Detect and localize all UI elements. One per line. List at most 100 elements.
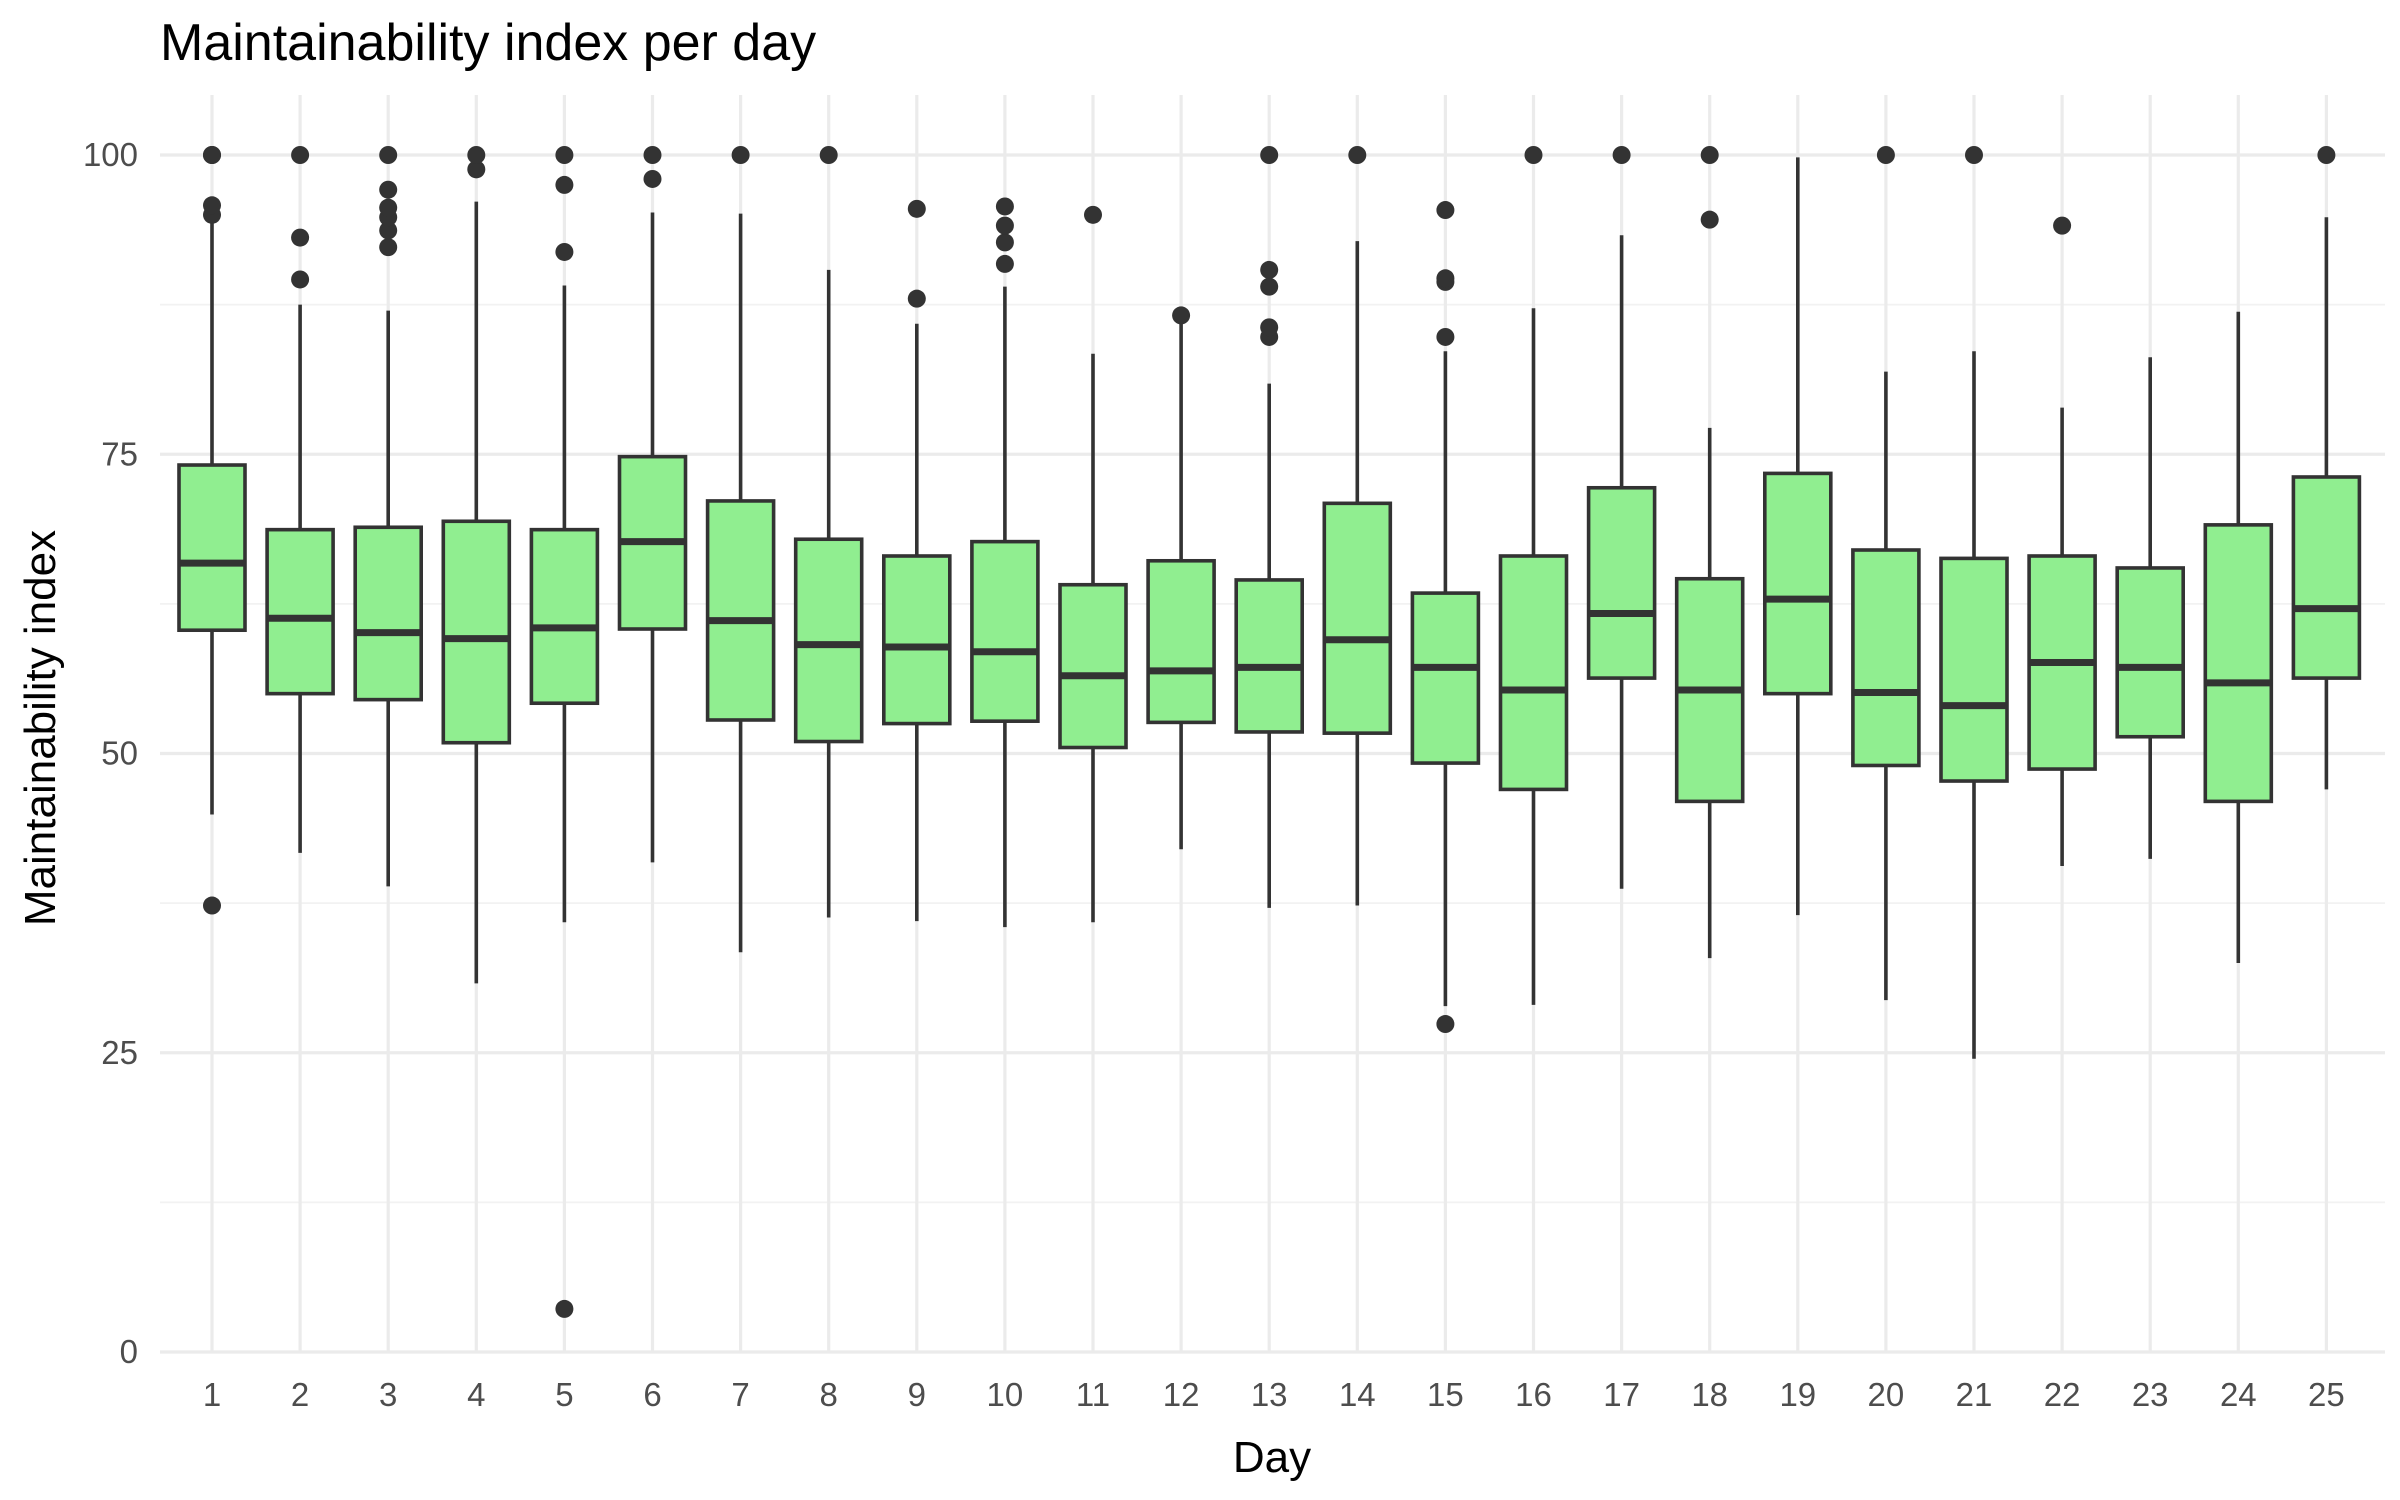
x-tick-label: 23 xyxy=(2132,1376,2169,1413)
box-day-7 xyxy=(705,146,776,953)
iqr-box xyxy=(2203,523,2274,804)
outlier-point xyxy=(1084,205,1102,224)
outlier-point xyxy=(1436,269,1455,288)
iqr-box xyxy=(1939,556,2009,783)
y-tick-label: 75 xyxy=(101,435,138,472)
x-tick-label: 13 xyxy=(1251,1376,1288,1413)
box-day-23 xyxy=(2115,357,2185,859)
iqr-box xyxy=(1586,485,1657,680)
x-tick-label: 20 xyxy=(1868,1376,1905,1413)
outlier-point xyxy=(643,146,662,164)
iqr-box xyxy=(793,537,864,744)
iqr-box xyxy=(1851,548,1921,768)
x-tick-label: 10 xyxy=(987,1376,1024,1413)
x-tick-label: 15 xyxy=(1427,1376,1464,1413)
y-tick-label: 0 xyxy=(120,1333,138,1370)
y-tick-label: 50 xyxy=(101,735,138,772)
box-day-24 xyxy=(2203,311,2274,963)
outlier-point xyxy=(1436,327,1455,346)
outlier-point xyxy=(819,146,838,164)
outlier-point xyxy=(379,180,398,199)
box-day-17 xyxy=(1586,146,1657,889)
outlier-point xyxy=(2053,216,2072,235)
x-tick-label: 25 xyxy=(2308,1376,2345,1413)
outlier-point xyxy=(291,270,310,289)
outlier-point xyxy=(203,146,221,164)
box-day-20 xyxy=(1851,146,1921,1001)
outlier-point xyxy=(2317,146,2336,164)
iqr-box xyxy=(1058,582,1128,750)
x-tick-label: 11 xyxy=(1076,1376,1110,1413)
outlier-point xyxy=(555,146,574,164)
outlier-point xyxy=(907,199,926,218)
y-axis-title: Maintainability index xyxy=(16,530,65,926)
y-axis-ticks: 0 25 50 75 100 xyxy=(83,136,138,1370)
box-day-3 xyxy=(353,146,424,887)
box-day-14 xyxy=(1322,146,1393,906)
outlier-point xyxy=(555,1299,574,1318)
iqr-box xyxy=(705,499,776,722)
iqr-box xyxy=(1498,554,1569,792)
outlier-point xyxy=(291,146,310,164)
iqr-box xyxy=(970,539,1040,723)
x-tick-label: 9 xyxy=(908,1376,926,1413)
iqr-box xyxy=(1146,558,1216,725)
outlier-point xyxy=(1700,210,1719,229)
box-day-6 xyxy=(617,146,688,863)
outlier-point xyxy=(1172,306,1191,325)
x-tick-label: 4 xyxy=(467,1376,485,1413)
outlier-point xyxy=(995,254,1014,273)
box-day-15 xyxy=(1410,201,1481,1034)
x-tick-label: 1 xyxy=(203,1376,221,1413)
outlier-point xyxy=(643,169,662,188)
box-day-4 xyxy=(441,146,512,984)
iqr-box xyxy=(881,554,952,726)
x-tick-label: 6 xyxy=(643,1376,661,1413)
outlier-point xyxy=(203,196,221,215)
box-day-12 xyxy=(1146,306,1216,850)
box-day-21 xyxy=(1939,146,2009,1059)
x-tick-label: 2 xyxy=(291,1376,309,1413)
outlier-point xyxy=(995,233,1014,252)
iqr-box xyxy=(2291,475,2362,680)
box-day-11 xyxy=(1058,205,1128,923)
outlier-point xyxy=(1348,146,1367,164)
outlier-point xyxy=(1436,201,1455,220)
iqr-box xyxy=(1234,578,1304,734)
outlier-point xyxy=(1436,1015,1455,1034)
box-day-25 xyxy=(2291,146,2362,790)
outlier-point xyxy=(555,175,574,194)
box-day-1 xyxy=(177,146,247,915)
x-tick-label: 18 xyxy=(1691,1376,1728,1413)
outlier-point xyxy=(995,216,1014,235)
outlier-point xyxy=(907,289,926,308)
iqr-box xyxy=(1322,501,1393,735)
box-day-8 xyxy=(793,146,864,918)
outlier-point xyxy=(291,228,310,247)
x-tick-label: 16 xyxy=(1515,1376,1552,1413)
x-tick-label: 24 xyxy=(2220,1376,2257,1413)
outlier-point xyxy=(467,146,486,164)
box-day-18 xyxy=(1674,146,1745,959)
outlier-point xyxy=(1965,146,1983,164)
x-tick-label: 21 xyxy=(1956,1376,1993,1413)
box-day-16 xyxy=(1498,146,1569,1005)
outlier-point xyxy=(467,160,486,179)
outlier-point xyxy=(379,146,398,164)
x-tick-label: 17 xyxy=(1603,1376,1640,1413)
x-tick-label: 8 xyxy=(820,1376,838,1413)
outlier-point xyxy=(731,146,750,164)
outlier-point xyxy=(379,238,398,257)
outlier-point xyxy=(995,197,1014,216)
outlier-point xyxy=(379,221,398,240)
outlier-point xyxy=(1700,146,1719,164)
iqr-box xyxy=(1410,591,1481,765)
box-day-13 xyxy=(1234,146,1304,908)
x-axis-ticks: 1 2 3 4 5 6 7 8 9 10 11 12 13 14 15 16 17 18 19 20 21 22 23 24 2… xyxy=(203,1376,2345,1413)
outlier-point xyxy=(379,198,398,217)
outlier-point xyxy=(1260,146,1279,164)
outlier-point xyxy=(1260,318,1279,337)
y-tick-label: 25 xyxy=(101,1034,138,1071)
x-tick-label: 5 xyxy=(555,1376,573,1413)
